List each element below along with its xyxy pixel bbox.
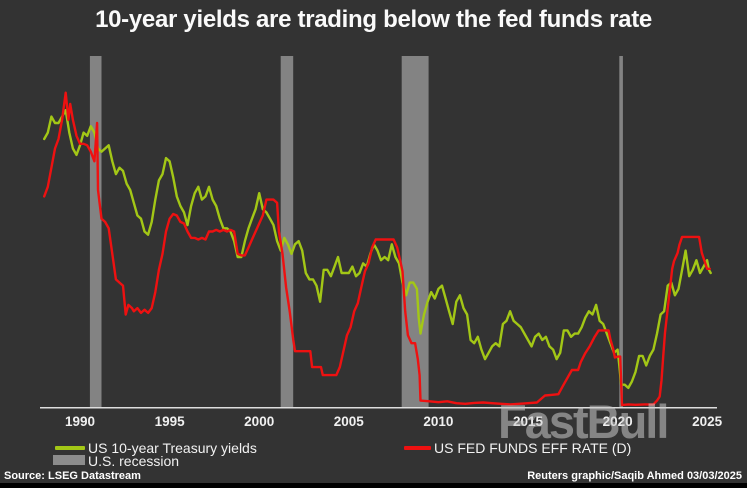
bottom-bar xyxy=(0,483,747,488)
chart-footer: Source: LSEG Datastream Reuters graphic/… xyxy=(0,470,747,483)
recession-band-3 xyxy=(619,56,623,407)
x-axis-label-2025: 2025 xyxy=(692,414,723,429)
recession-band-1 xyxy=(280,56,294,407)
source-note: Source: LSEG Datastream xyxy=(4,470,141,482)
recession-band-2 xyxy=(401,56,429,407)
x-axis-label-1990: 1990 xyxy=(65,414,95,429)
x-axis-label-2005: 2005 xyxy=(334,414,365,429)
fastbull-watermark: FastBull xyxy=(498,395,669,448)
treasury-yield-line xyxy=(43,108,712,390)
recession-band-0 xyxy=(89,56,102,407)
fed-funds-line xyxy=(43,91,711,407)
x-axis-label-2015: 2015 xyxy=(513,414,544,429)
x-axis-label-2010: 2010 xyxy=(423,414,453,429)
x-axis-label-2020: 2020 xyxy=(603,414,633,429)
x-axis-label-2000: 2000 xyxy=(244,414,274,429)
credit-note: Reuters graphic/Saqib Ahmed 03/03/2025 xyxy=(527,470,742,482)
chart-title: 10-year yields are trading below the fed… xyxy=(95,6,652,33)
x-axis-label-1995: 1995 xyxy=(155,414,186,429)
